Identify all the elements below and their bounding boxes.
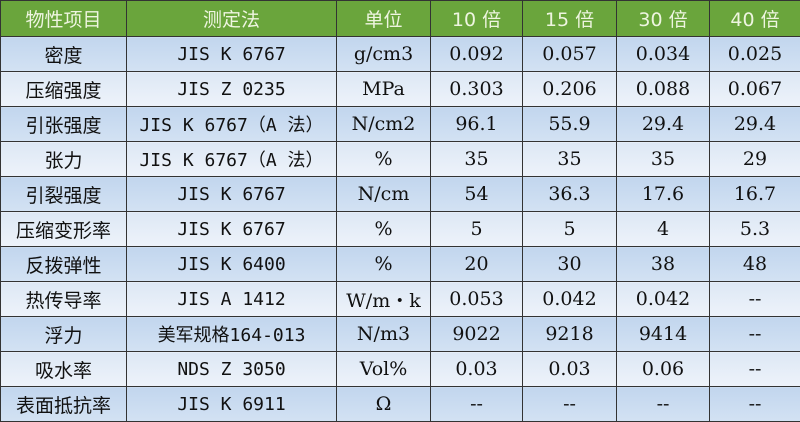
property-cell: 热传导率	[0, 281, 127, 317]
unit-cell: W/m・k	[336, 281, 431, 317]
value-15x: --	[522, 386, 617, 422]
unit-cell: N/cm2	[336, 106, 431, 142]
value-40x: --	[709, 281, 800, 317]
value-40x: 29.4	[709, 106, 800, 142]
value-30x: 38	[616, 246, 710, 282]
table-row: 引张强度 JIS K 6767（A 法） N/cm2 96.1 55.9 29.4 29.4	[0, 106, 800, 142]
value-40x: 0.025	[709, 36, 800, 72]
table-row: 压缩变形率 JIS K 6767% 5 5 4 5.3	[0, 211, 800, 247]
property-cell: 压缩强度	[0, 71, 127, 107]
value-40x: 29	[709, 141, 800, 177]
method-cell: JIS K 6400	[126, 246, 337, 282]
method-cell: JIS K 6767	[126, 211, 337, 247]
table-row: 密度 JIS K 6767 g/cm3 0.092 0.057 0.034 0.025	[0, 36, 800, 72]
unit-cell: g/cm3	[336, 36, 431, 72]
value-15x: 35	[522, 141, 617, 177]
column-header: 30 倍	[616, 0, 710, 37]
table-row: 反拨弹性 JIS K 6400% 20 30 38 48	[0, 246, 800, 282]
value-10x: 96.1	[430, 106, 523, 142]
value-30x: 35	[616, 141, 710, 177]
property-cell: 引张强度	[0, 106, 127, 142]
value-10x: 9022	[430, 316, 523, 352]
value-15x: 0.057	[522, 36, 617, 72]
property-cell: 引裂强度	[0, 176, 127, 212]
unit-cell: %	[336, 211, 431, 247]
value-30x: 0.034	[616, 36, 710, 72]
value-15x: 0.206	[522, 71, 617, 107]
value-30x: 4	[616, 211, 710, 247]
value-30x: 29.4	[616, 106, 710, 142]
method-cell: JIS A 1412	[126, 281, 337, 317]
property-cell: 吸水率	[0, 351, 127, 387]
table-row: 浮力 美军规格164-013 N/m3 9022 9218 9414 --	[0, 316, 800, 352]
column-header: 40 倍	[709, 0, 800, 37]
value-15x: 9218	[522, 316, 617, 352]
unit-cell: %	[336, 246, 431, 282]
value-10x: 20	[430, 246, 523, 282]
column-header: 单位	[336, 0, 431, 37]
value-40x: 0.067	[709, 71, 800, 107]
column-header: 物性项目	[0, 0, 127, 37]
value-30x: 0.06	[616, 351, 710, 387]
value-10x: --	[430, 386, 523, 422]
property-cell: 浮力	[0, 316, 127, 352]
column-header: 15 倍	[522, 0, 617, 37]
property-cell: 表面抵抗率	[0, 386, 127, 422]
method-cell: NDS Z 3050	[126, 351, 337, 387]
unit-cell: MPa	[336, 71, 431, 107]
unit-cell: Ω	[336, 386, 431, 422]
value-30x: 9414	[616, 316, 710, 352]
method-cell: JIS Z 0235	[126, 71, 337, 107]
property-cell: 压缩变形率	[0, 211, 127, 247]
table-row: 张力 JIS K 6767（A 法）% 35 35 35 29	[0, 141, 800, 177]
unit-cell: %	[336, 141, 431, 177]
table-row: 热传导率 JIS A 1412 W/m・k 0.053 0.042 0.042 --	[0, 281, 800, 317]
value-40x: 48	[709, 246, 800, 282]
table-row: 表面抵抗率 JIS K 6911 Ω -- -- -- --	[0, 386, 800, 422]
header-row: 物性项目 测定法 单位 10 倍 15 倍 30 倍 40 倍	[0, 0, 800, 37]
value-15x: 55.9	[522, 106, 617, 142]
table-row: 压缩强度 JIS Z 0235 MPa 0.303 0.206 0.088 0.067	[0, 71, 800, 107]
method-cell: JIS K 6767	[126, 36, 337, 72]
value-30x: --	[616, 386, 710, 422]
method-cell: JIS K 6767	[126, 176, 337, 212]
value-40x: --	[709, 386, 800, 422]
value-15x: 5	[522, 211, 617, 247]
value-40x: 5.3	[709, 211, 800, 247]
unit-cell: N/cm	[336, 176, 431, 212]
value-10x: 5	[430, 211, 523, 247]
value-10x: 0.053	[430, 281, 523, 317]
value-10x: 54	[430, 176, 523, 212]
method-cell: 美军规格164-013	[126, 316, 337, 352]
value-40x: --	[709, 316, 800, 352]
unit-cell: Vol%	[336, 351, 431, 387]
value-15x: 0.042	[522, 281, 617, 317]
property-cell: 反拨弹性	[0, 246, 127, 282]
property-cell: 密度	[0, 36, 127, 72]
column-header: 10 倍	[430, 0, 523, 37]
value-10x: 35	[430, 141, 523, 177]
method-cell: JIS K 6767（A 法）	[126, 106, 337, 142]
value-10x: 0.03	[430, 351, 523, 387]
value-40x: --	[709, 351, 800, 387]
method-cell: JIS K 6767（A 法）	[126, 141, 337, 177]
value-15x: 0.03	[522, 351, 617, 387]
value-30x: 17.6	[616, 176, 710, 212]
table-row: 引裂强度 JIS K 6767 N/cm 54 36.3 17.6 16.7	[0, 176, 800, 212]
value-40x: 16.7	[709, 176, 800, 212]
value-10x: 0.303	[430, 71, 523, 107]
column-header: 测定法	[126, 0, 337, 37]
method-cell: JIS K 6911	[126, 386, 337, 422]
unit-cell: N/m3	[336, 316, 431, 352]
value-30x: 0.042	[616, 281, 710, 317]
value-10x: 0.092	[430, 36, 523, 72]
value-30x: 0.088	[616, 71, 710, 107]
value-15x: 30	[522, 246, 617, 282]
value-15x: 36.3	[522, 176, 617, 212]
table-row: 吸水率 NDS Z 3050 Vol% 0.03 0.03 0.06 --	[0, 351, 800, 387]
property-cell: 张力	[0, 141, 127, 177]
